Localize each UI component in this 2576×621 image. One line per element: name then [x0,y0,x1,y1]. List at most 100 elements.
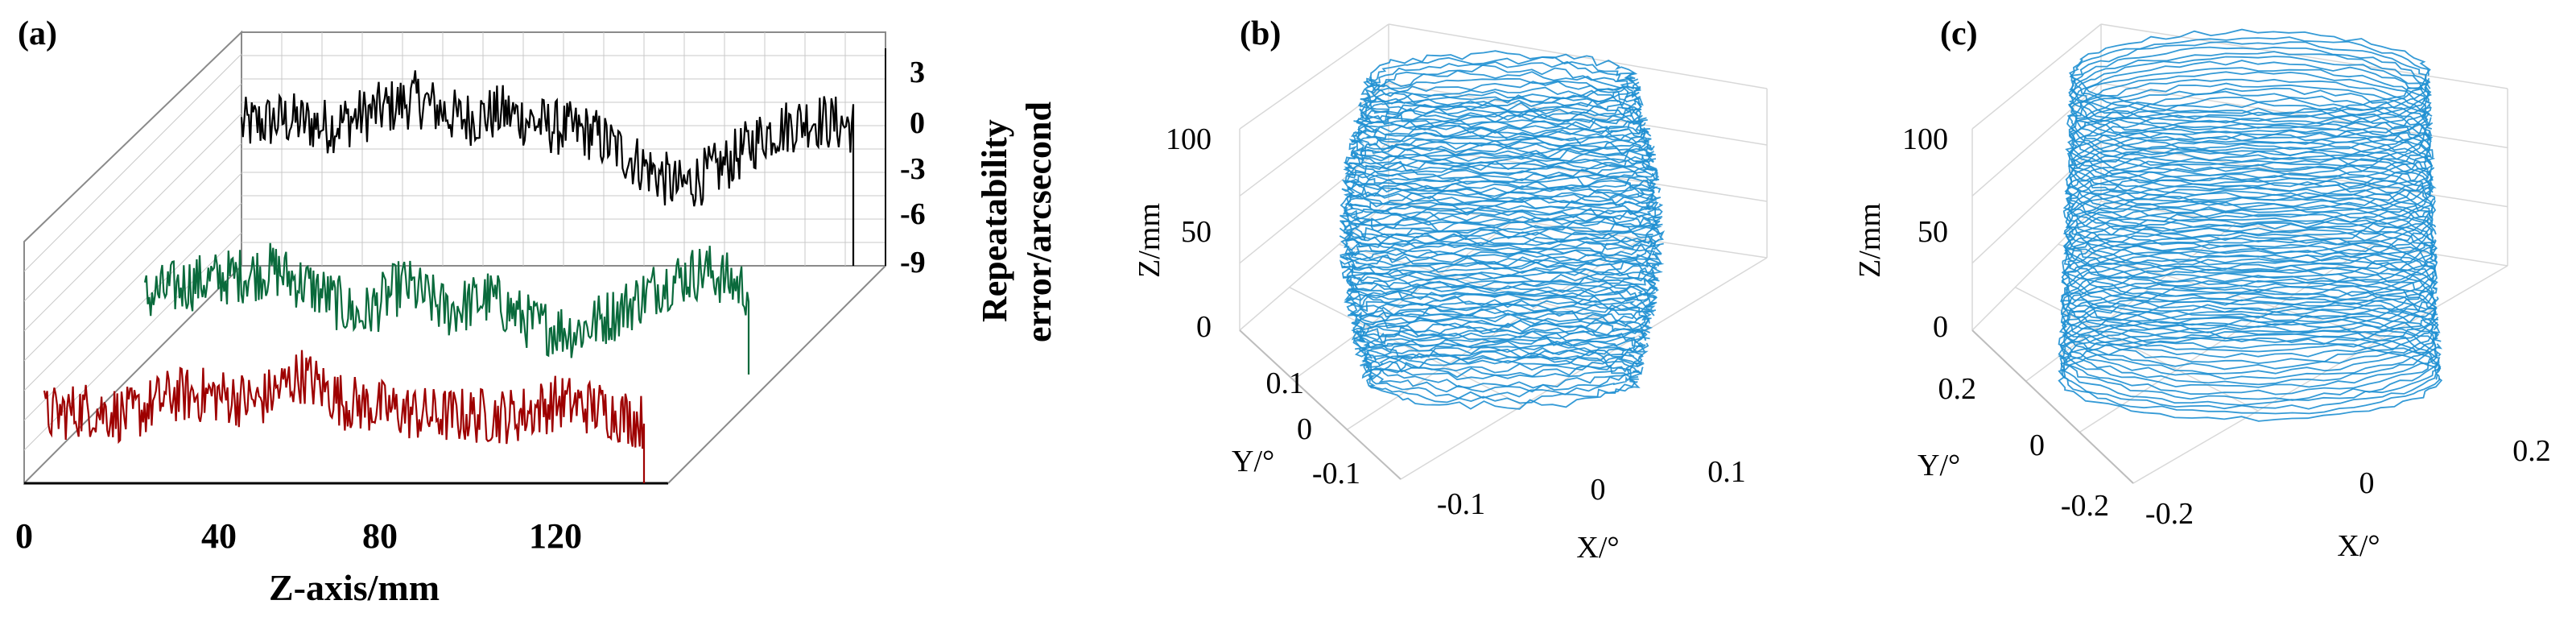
panel-3d-profile [1368,354,1641,410]
panel-3d-profile [2063,217,2438,302]
panel-3d-profile [1344,175,1662,226]
panel-3d-profile [2066,78,2432,163]
panel-a-gridline [23,53,242,272]
panel-a-series-line [43,350,646,483]
panel-c-ztick-2: 0 [1933,310,1948,344]
panel-3d-profile [1360,64,1641,119]
panel-3d-gridline [1971,23,2102,130]
panel-3d-profile [2059,319,2442,406]
panel-3d-profile [1348,124,1655,175]
panel-3d-profile [1351,107,1652,160]
panel-a-ztick-1: 0 [910,106,925,140]
panel-c-ytick-1: 0 [2029,428,2045,462]
panel-a-label: (a) [18,15,57,52]
panel-3d-profile [1344,148,1659,203]
panel-a-ztick-4: -9 [900,246,926,279]
panel-b-xlabel: X/° [1576,531,1619,565]
panel-a-gridline [23,143,242,362]
panel-3d-profile [1341,246,1663,298]
panel-b-chart: (b) 100 50 0 Z/mm 0.1 0 -0.1 Y/° -0.1 0 … [1133,15,1768,565]
panel-a-gridline [23,113,242,332]
panel-a-gridline [23,83,242,302]
panel-a-xtick-1: 40 [201,516,237,556]
panel-3d-profile [1351,127,1656,182]
panel-3d-gridline [2100,201,2508,267]
panel-b-xtick-2: 0.1 [1707,455,1746,489]
panel-3d-gridline [1239,82,1389,197]
panel-c-chart: (c) 100 50 0 Z/mm 0.2 0 -0.2 Y/° -0.2 0 … [1853,15,2551,563]
panel-b-ztick-0: 100 [1166,122,1212,156]
panel-3d-profile [1352,299,1653,350]
panel-3d-axis [1971,329,2134,484]
panel-3d-profile [2064,189,2437,274]
panel-3d-profile [2060,278,2438,365]
panel-3d-profile [2068,90,2434,179]
panel-3d-profile [1343,185,1663,239]
panel-3d-profile [2070,71,2433,157]
panel-3d-gridline [2014,286,2259,412]
panel-3d-profile [2065,247,2437,333]
panel-3d-profile [2062,169,2437,255]
panel-3d-profile [1351,292,1652,348]
panel-3d-gridline [1388,23,1768,89]
panel-b-xtick-0: -0.1 [1437,487,1485,521]
panel-c-xlabel: X/° [2337,529,2380,563]
panel-3d-profile [2065,150,2434,236]
panel-3d-profile [2062,184,2437,271]
panel-c-xtick-0: -0.2 [2145,497,2194,531]
panel-3d-profile [1344,220,1661,274]
panel-3d-profile [2058,315,2442,401]
panel-3d-profile [2060,258,2438,343]
panel-3d-profile [2066,143,2432,230]
panel-3d-profile [2064,154,2435,242]
panel-3d-profile [2063,201,2438,288]
panel-3d-profile [1363,69,1641,123]
panel-a-gridline [23,172,242,391]
panel-3d-profile [1341,159,1657,213]
panel-3d-profile [1340,226,1662,279]
panel-3d-profile [2061,254,2439,340]
panel-c-xtick-1: 0 [2359,466,2375,500]
panel-c-ytick-2: -0.2 [2061,489,2109,523]
panel-3d-profile [2061,238,2438,324]
panel-3d-profile [2060,268,2438,353]
panel-a-xtick-2: 80 [362,516,398,556]
panel-3d-gridline [1289,286,1524,407]
panel-3d-profile [2061,231,2437,319]
panel-c-zlabel: Z/mm [1853,203,1887,278]
panel-3d-axis [1239,329,1402,480]
panel-a-gridline [23,232,242,451]
panel-3d-profile [2058,283,2441,371]
panel-3d-profile [1363,340,1644,393]
panel-b-ytick-2: -0.1 [1312,457,1360,491]
panel-3d-profile [2058,311,2438,395]
panel-b-zlabel: Z/mm [1133,203,1166,278]
panel-c-ylabel: Y/° [1918,449,1960,482]
panel-a-ztick-3: -6 [900,197,926,231]
panel-3d-profile [1347,292,1655,341]
panel-3d-profile [1340,189,1663,246]
panel-a-xtick-3: 120 [529,516,582,556]
panel-c-xtick-2: 0.2 [2512,434,2551,468]
panel-c-ztick-1: 50 [1918,215,1948,249]
panel-3d-profile [2069,28,2431,117]
panel-3d-profile [2060,272,2439,358]
panel-3d-profile [2061,325,2442,410]
panel-a-ztick-2: -3 [900,152,926,186]
panel-3d-profile [1340,196,1662,246]
panel-3d-profile [1339,210,1666,265]
panel-3d-profile [1349,284,1657,337]
panel-3d-profile [1357,81,1644,135]
panel-3d-profile [2062,221,2438,306]
panel-3d-profile [1339,235,1665,290]
panel-b-grid [1239,23,1768,480]
panel-3d-profile [1356,101,1650,156]
panel-b-ztick-1: 50 [1181,215,1212,249]
panel-3d-profile [2058,331,2441,415]
panel-a-series [43,70,855,483]
panel-3d-profile [2063,227,2436,313]
panel-3d-profile [1344,131,1657,185]
panel-3d-profile [2058,299,2443,386]
panel-c-ztick-0: 100 [1902,122,1948,156]
